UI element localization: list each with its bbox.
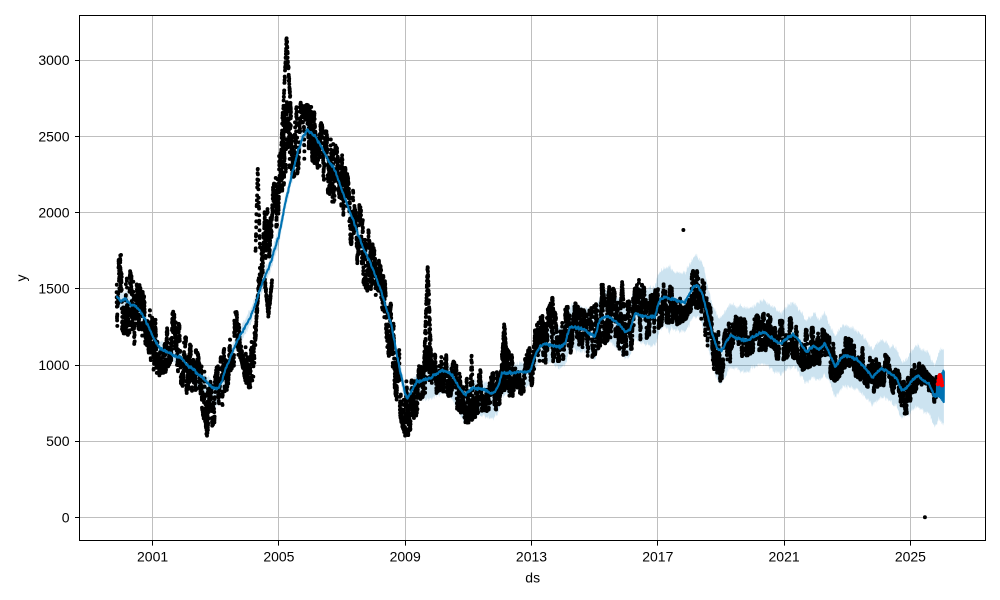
svg-text:0: 0: [62, 509, 70, 525]
svg-text:2005: 2005: [263, 549, 294, 565]
svg-text:2017: 2017: [642, 549, 673, 565]
svg-text:2021: 2021: [769, 549, 800, 565]
svg-text:2025: 2025: [895, 549, 926, 565]
svg-text:2009: 2009: [390, 549, 421, 565]
svg-text:y: y: [13, 275, 29, 282]
svg-text:2001: 2001: [137, 549, 168, 565]
svg-text:2000: 2000: [38, 205, 69, 221]
svg-text:500: 500: [46, 433, 70, 449]
svg-text:3000: 3000: [38, 52, 69, 68]
svg-text:2500: 2500: [38, 128, 69, 144]
svg-text:2013: 2013: [516, 549, 547, 565]
svg-text:ds: ds: [525, 570, 540, 586]
svg-text:1500: 1500: [38, 281, 69, 297]
svg-text:1000: 1000: [38, 357, 69, 373]
